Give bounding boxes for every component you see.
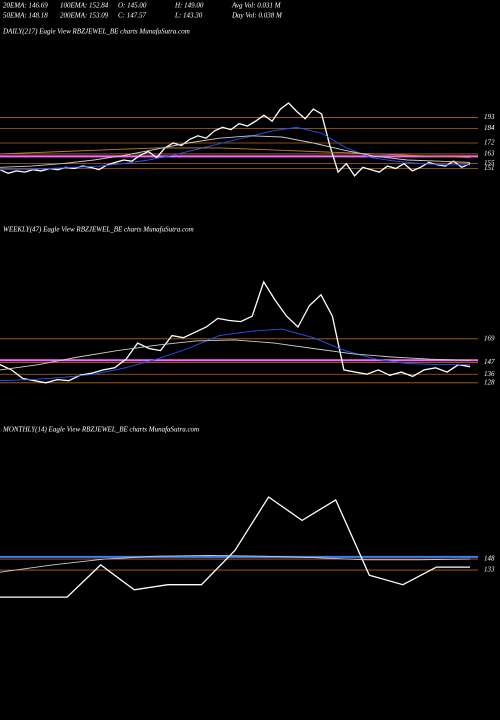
- header-stat: O: 145.00: [118, 2, 147, 10]
- price-line: [0, 147, 471, 159]
- price-line: [0, 135, 471, 168]
- panel-title: DAILY(217) Eagle View RBZJEWEL_BE charts…: [2, 28, 190, 36]
- price-line: [0, 126, 470, 171]
- panel-title: WEEKLY(47) Eagle View RBZJEWEL_BE charts…: [3, 226, 194, 234]
- header-stat: Day Vol: 0.038 M: [231, 12, 283, 20]
- header-stat: 50EMA: 148.18: [3, 12, 48, 20]
- level-label: 193: [484, 113, 495, 121]
- header-stat: Avg Vol: 0.031 M: [231, 2, 282, 10]
- header-stat: 200EMA: 153.09: [60, 12, 109, 20]
- price-line: [0, 496, 470, 598]
- price-line: [0, 554, 471, 573]
- level-label: 184: [484, 124, 495, 132]
- level-label: 151: [484, 164, 495, 172]
- level-label: 155: [484, 159, 495, 167]
- header-stat: L: 143.30: [174, 12, 203, 20]
- level-label: 147: [484, 358, 495, 366]
- level-label: 128: [484, 378, 495, 386]
- price-line: [0, 328, 470, 382]
- header-stat: 20EMA: 146.69: [3, 2, 48, 10]
- header-stat: 100EMA: 152.84: [60, 2, 109, 10]
- price-line: [0, 339, 471, 371]
- level-label: 163: [484, 150, 495, 158]
- level-label: 172: [484, 139, 495, 147]
- header-stat: H: 149.00: [174, 2, 204, 10]
- level-label: 169: [484, 334, 495, 342]
- level-label: 133: [484, 566, 495, 574]
- header-stat: C: 147.57: [118, 12, 147, 20]
- level-label: 148: [484, 555, 495, 563]
- panel-title: MONTHLY(14) Eagle View RBZJEWEL_BE chart…: [2, 426, 199, 434]
- level-label: 136: [484, 370, 495, 378]
